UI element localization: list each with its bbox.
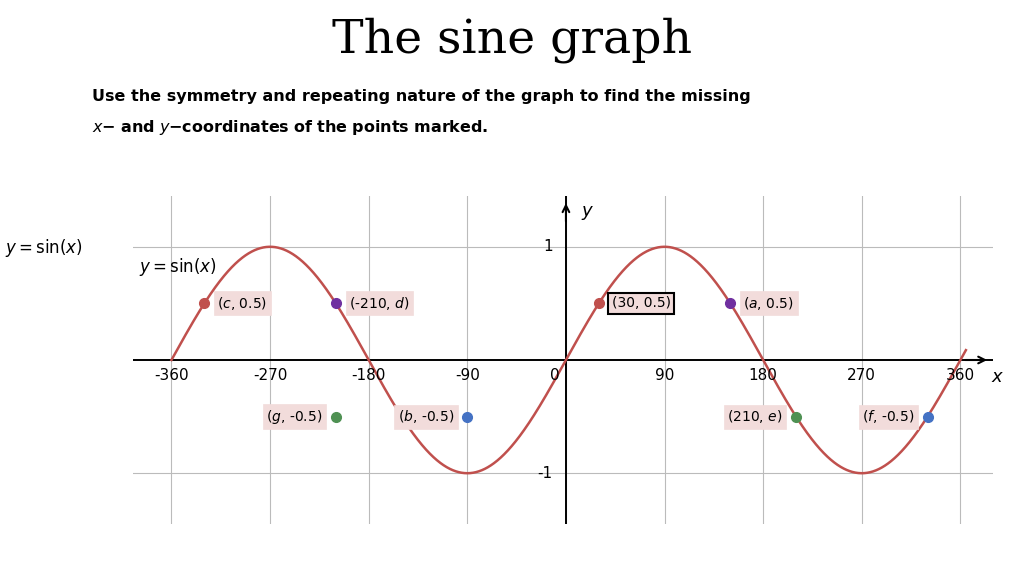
Text: -360: -360 <box>155 368 188 383</box>
Text: $y$: $y$ <box>582 204 595 222</box>
Text: ($\mathit{g}$, -0.5): ($\mathit{g}$, -0.5) <box>266 408 323 426</box>
Text: 270: 270 <box>847 368 877 383</box>
Text: ($\mathit{f}$, -0.5): ($\mathit{f}$, -0.5) <box>862 408 914 425</box>
Text: -90: -90 <box>455 368 480 383</box>
Text: 1: 1 <box>543 239 553 254</box>
Text: 360: 360 <box>946 368 975 383</box>
Text: 180: 180 <box>749 368 777 383</box>
Text: (-210, $\mathit{d}$): (-210, $\mathit{d}$) <box>349 295 410 312</box>
Text: ($\mathit{b}$, -0.5): ($\mathit{b}$, -0.5) <box>398 408 455 425</box>
Text: $y = \sin(x)$: $y = \sin(x)$ <box>5 237 83 259</box>
Text: ($\mathit{a}$, 0.5): ($\mathit{a}$, 0.5) <box>743 295 795 312</box>
Text: $x$: $x$ <box>991 368 1005 386</box>
Text: -270: -270 <box>253 368 288 383</box>
Text: The sine graph: The sine graph <box>332 17 692 63</box>
Text: ($\mathit{c}$, 0.5): ($\mathit{c}$, 0.5) <box>217 295 267 312</box>
Text: 90: 90 <box>655 368 674 383</box>
Text: -1: -1 <box>538 466 553 481</box>
Text: $\bf{\it{x}}$$\bf{-}$ $\bf{and}$ $\bf{\it{y}}$$\bf{-coordinates\ of\ the\ points: $\bf{\it{x}}$$\bf{-}$ $\bf{and}$ $\bf{\i… <box>92 118 488 137</box>
Text: (30, 0.5): (30, 0.5) <box>612 297 671 310</box>
Text: $y = \sin(x)$: $y = \sin(x)$ <box>138 256 216 278</box>
Text: (210, $\mathit{e}$): (210, $\mathit{e}$) <box>727 408 783 425</box>
Text: Use the symmetry and repeating nature of the graph to find the missing: Use the symmetry and repeating nature of… <box>92 89 751 104</box>
Text: -180: -180 <box>351 368 386 383</box>
Text: 0: 0 <box>550 368 560 383</box>
